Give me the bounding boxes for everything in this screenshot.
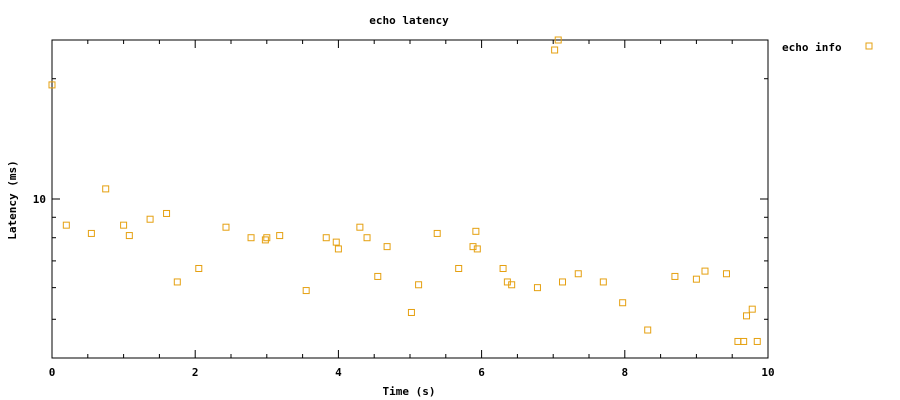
data-points: [48, 36, 761, 345]
data-point: [692, 275, 700, 283]
data-point: [363, 234, 371, 242]
data-point: [120, 221, 128, 229]
data-point: [263, 234, 271, 242]
data-point: [356, 223, 364, 231]
data-point: [753, 337, 761, 345]
data-point: [551, 46, 559, 54]
data-point: [383, 243, 391, 251]
data-point: [472, 227, 480, 235]
legend: echo info: [782, 41, 873, 54]
data-point: [559, 278, 567, 286]
data-point: [195, 264, 203, 272]
chart-title: echo latency: [369, 14, 449, 27]
legend-label: echo info: [782, 41, 842, 54]
x-tick-label: 2: [192, 366, 199, 379]
data-point: [619, 299, 627, 307]
data-point: [173, 278, 181, 286]
data-point: [743, 312, 751, 320]
data-point: [222, 223, 230, 231]
data-point: [322, 234, 330, 242]
data-point: [302, 287, 310, 295]
data-point: [247, 234, 255, 242]
x-tick-label: 8: [621, 366, 628, 379]
data-point: [499, 264, 507, 272]
x-axis-label: Time (s): [383, 385, 436, 398]
data-point: [701, 267, 709, 275]
data-point: [276, 232, 284, 240]
data-point: [261, 236, 269, 244]
data-point: [508, 281, 516, 289]
data-point: [332, 238, 340, 246]
data-point: [334, 245, 342, 253]
data-point: [87, 229, 95, 237]
plot-frame: [51, 39, 769, 359]
data-point: [671, 272, 679, 280]
data-point: [125, 232, 133, 240]
data-point: [554, 36, 562, 44]
y-tick-label: 10: [33, 193, 46, 206]
data-point: [469, 243, 477, 251]
data-point: [748, 305, 756, 313]
data-point: [374, 272, 382, 280]
data-point: [455, 264, 463, 272]
data-point: [102, 185, 110, 193]
x-tick-label: 10: [761, 366, 774, 379]
data-point: [48, 81, 56, 89]
data-point: [146, 215, 154, 223]
x-tick-label: 4: [335, 366, 342, 379]
data-point: [415, 281, 423, 289]
data-point: [473, 245, 481, 253]
data-point: [722, 270, 730, 278]
data-point: [599, 278, 607, 286]
data-point: [62, 221, 70, 229]
data-point: [533, 284, 541, 292]
y-axis-label: Latency (ms): [6, 160, 19, 239]
data-point: [740, 337, 748, 345]
data-point: [433, 229, 441, 237]
x-tick-label: 0: [49, 366, 56, 379]
data-point: [734, 337, 742, 345]
data-point: [163, 209, 171, 217]
legend-marker-square-icon: [865, 42, 873, 50]
axis-ticks: 0 2 4 6 8 10 10: [33, 40, 775, 379]
x-tick-label: 6: [478, 366, 485, 379]
data-point: [644, 326, 652, 334]
data-point: [407, 308, 415, 316]
data-point: [574, 270, 582, 278]
